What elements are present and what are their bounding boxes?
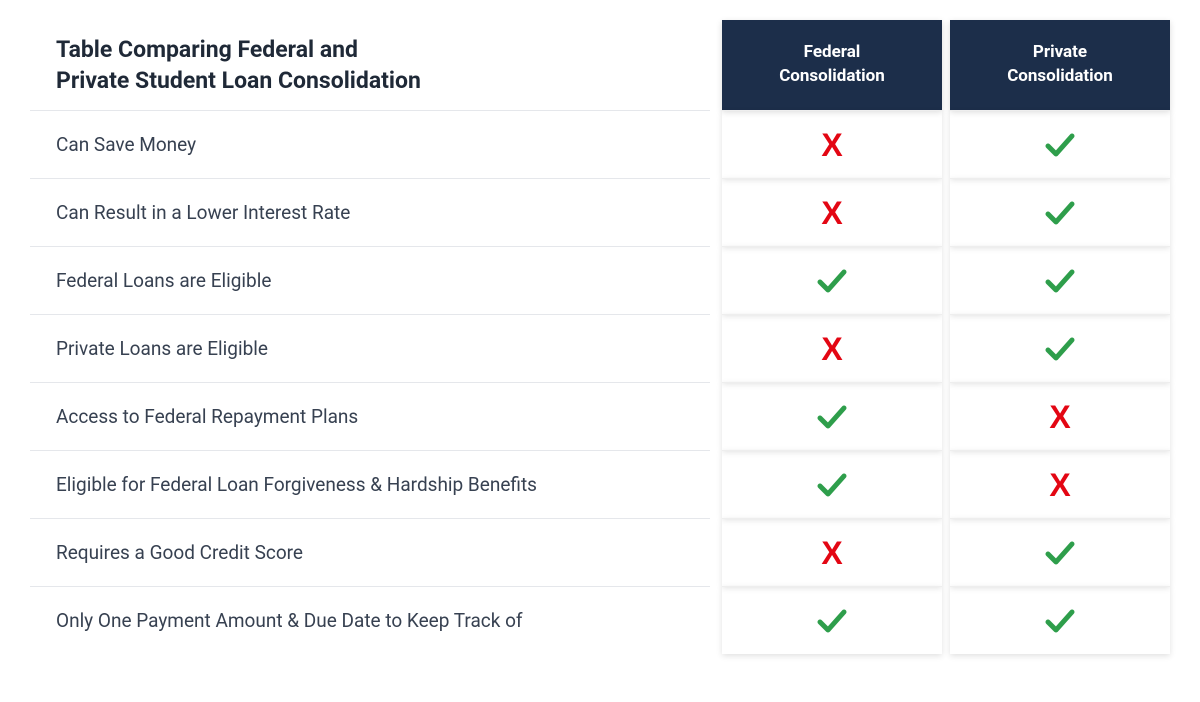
col-spacer: [710, 178, 722, 246]
x-icon: X: [821, 331, 842, 367]
col-spacer: [710, 382, 722, 450]
table-row: Requires a Good Credit Score X: [30, 518, 1170, 586]
table-row: Federal Loans are Eligible: [30, 246, 1170, 314]
col-spacer: [942, 314, 950, 382]
column-header-federal: Federal Consolidation: [722, 20, 942, 110]
check-icon: [1045, 132, 1075, 158]
feature-label: Access to Federal Repayment Plans: [30, 382, 710, 450]
federal-value-cell: [722, 586, 942, 654]
col-spacer: [942, 450, 950, 518]
table-title-cell: Table Comparing Federal and Private Stud…: [30, 20, 710, 110]
col-spacer: [942, 110, 950, 178]
col-spacer: [942, 20, 950, 110]
col-spacer: [942, 178, 950, 246]
col-header-private-line2: Consolidation: [1007, 66, 1113, 86]
feature-label: Requires a Good Credit Score: [30, 518, 710, 586]
feature-label: Federal Loans are Eligible: [30, 246, 710, 314]
feature-label: Only One Payment Amount & Due Date to Ke…: [30, 586, 710, 654]
col-spacer: [710, 110, 722, 178]
col-spacer: [710, 450, 722, 518]
federal-value-cell: [722, 382, 942, 450]
col-spacer: [710, 314, 722, 382]
private-value-cell: [950, 110, 1170, 178]
check-icon: [1045, 336, 1075, 362]
col-spacer: [710, 586, 722, 654]
feature-label: Eligible for Federal Loan Forgiveness & …: [30, 450, 710, 518]
feature-label: Private Loans are Eligible: [30, 314, 710, 382]
table-row: Private Loans are Eligible X: [30, 314, 1170, 382]
private-value-cell: [950, 178, 1170, 246]
check-icon: [1045, 608, 1075, 634]
table-row: Can Result in a Lower Interest Rate X: [30, 178, 1170, 246]
private-value-cell: X: [950, 450, 1170, 518]
federal-value-cell: X: [722, 518, 942, 586]
col-spacer: [942, 586, 950, 654]
private-value-cell: X: [950, 382, 1170, 450]
col-spacer: [942, 246, 950, 314]
private-value-cell: [950, 314, 1170, 382]
check-icon: [817, 472, 847, 498]
col-spacer: [942, 382, 950, 450]
federal-value-cell: [722, 246, 942, 314]
col-header-federal-line2: Consolidation: [779, 66, 885, 86]
table-header-row: Table Comparing Federal and Private Stud…: [30, 20, 1170, 110]
table-row: Only One Payment Amount & Due Date to Ke…: [30, 586, 1170, 654]
x-icon: X: [821, 127, 842, 163]
check-icon: [1045, 540, 1075, 566]
col-spacer: [710, 246, 722, 314]
col-spacer: [710, 20, 722, 110]
x-icon: X: [821, 195, 842, 231]
column-header-private: Private Consolidation: [950, 20, 1170, 110]
private-value-cell: [950, 518, 1170, 586]
federal-value-cell: X: [722, 178, 942, 246]
col-header-private-line1: Private: [1033, 42, 1087, 62]
col-spacer: [942, 518, 950, 586]
table-title-line2: Private Student Loan Consolidation: [56, 67, 421, 94]
check-icon: [817, 268, 847, 294]
table-row: Can Save Money X: [30, 110, 1170, 178]
col-spacer: [710, 518, 722, 586]
col-header-federal-line1: Federal: [804, 42, 861, 62]
comparison-table: Table Comparing Federal and Private Stud…: [30, 20, 1170, 654]
x-icon: X: [1049, 399, 1070, 435]
table-body: Can Save MoneyXCan Result in a Lower Int…: [30, 110, 1170, 654]
check-icon: [817, 608, 847, 634]
x-icon: X: [1049, 467, 1070, 503]
check-icon: [817, 404, 847, 430]
federal-value-cell: X: [722, 314, 942, 382]
federal-value-cell: X: [722, 110, 942, 178]
federal-value-cell: [722, 450, 942, 518]
table-row: Access to Federal Repayment Plans X: [30, 382, 1170, 450]
table-title-line1: Table Comparing Federal and: [56, 36, 358, 63]
check-icon: [1045, 268, 1075, 294]
check-icon: [1045, 200, 1075, 226]
private-value-cell: [950, 586, 1170, 654]
feature-label: Can Save Money: [30, 110, 710, 178]
table-row: Eligible for Federal Loan Forgiveness & …: [30, 450, 1170, 518]
feature-label: Can Result in a Lower Interest Rate: [30, 178, 710, 246]
x-icon: X: [821, 535, 842, 571]
private-value-cell: [950, 246, 1170, 314]
